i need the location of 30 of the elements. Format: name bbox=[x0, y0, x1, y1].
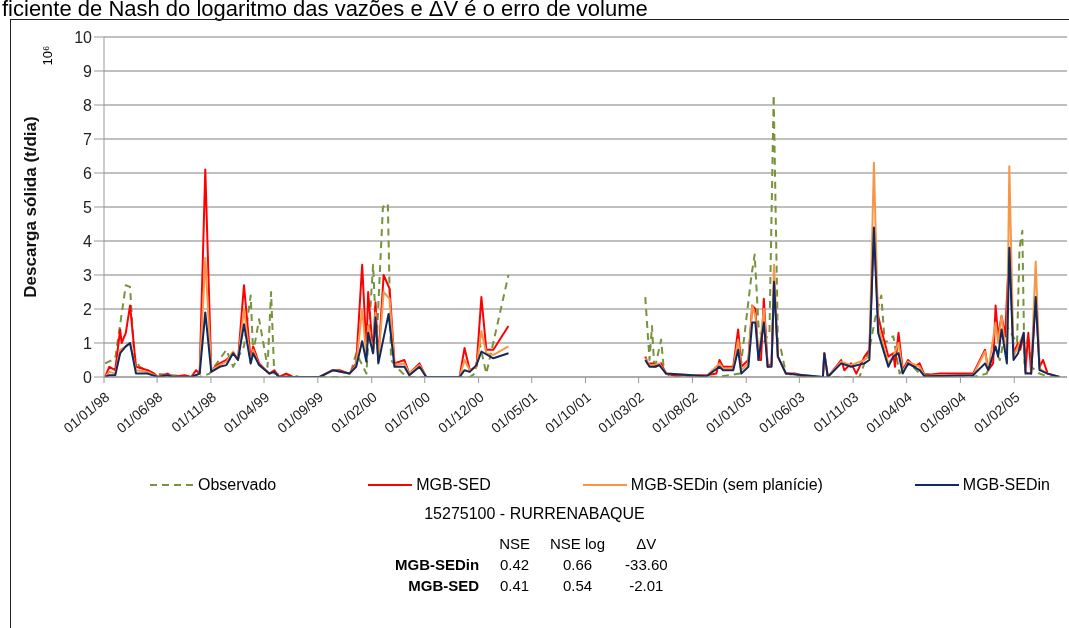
text: MGB-SEDin bbox=[394, 555, 481, 575]
legend-label: MGB-SEDin bbox=[962, 476, 1050, 494]
y-tick-label: 7 bbox=[83, 130, 93, 148]
text: NSE bbox=[498, 534, 531, 554]
y-axis-title: Descarga sólida (t/dia) bbox=[21, 116, 41, 298]
y-tick-label: 6 bbox=[83, 164, 93, 182]
y-tick-label: 10 bbox=[74, 28, 93, 46]
y-tick-label: 2 bbox=[83, 300, 93, 318]
y-tick-label: 8 bbox=[83, 96, 93, 114]
legend-label: MGB-SED bbox=[416, 476, 491, 494]
text: MGB-SED bbox=[407, 576, 481, 596]
y-tick-label: 1 bbox=[83, 334, 93, 352]
text: 15275100 - RURRENABAQUE bbox=[423, 505, 646, 523]
text: 10⁶ bbox=[40, 45, 56, 66]
text: -33.60 bbox=[624, 555, 669, 575]
y-tick-label: 3 bbox=[83, 266, 93, 284]
text: ficiente de Nash do logaritmo das vazões e ΔV é o erro de volume bbox=[2, 0, 648, 22]
text: 0.54 bbox=[561, 576, 594, 596]
y-tick-label: 9 bbox=[83, 62, 93, 80]
y-tick-label: 0 bbox=[83, 368, 93, 386]
y-tick-label: 4 bbox=[83, 232, 93, 250]
text: 0.41 bbox=[499, 576, 531, 596]
legend-label: Observado bbox=[198, 476, 277, 494]
text: 0.42 bbox=[499, 555, 531, 575]
text: 0.66 bbox=[561, 555, 594, 575]
legend-label: MGB-SEDin (sem planície) bbox=[630, 476, 823, 494]
y-tick-label: 5 bbox=[83, 198, 93, 216]
text: ΔV bbox=[635, 534, 658, 554]
text: -2.01 bbox=[628, 576, 665, 596]
text: NSE log bbox=[549, 534, 607, 554]
